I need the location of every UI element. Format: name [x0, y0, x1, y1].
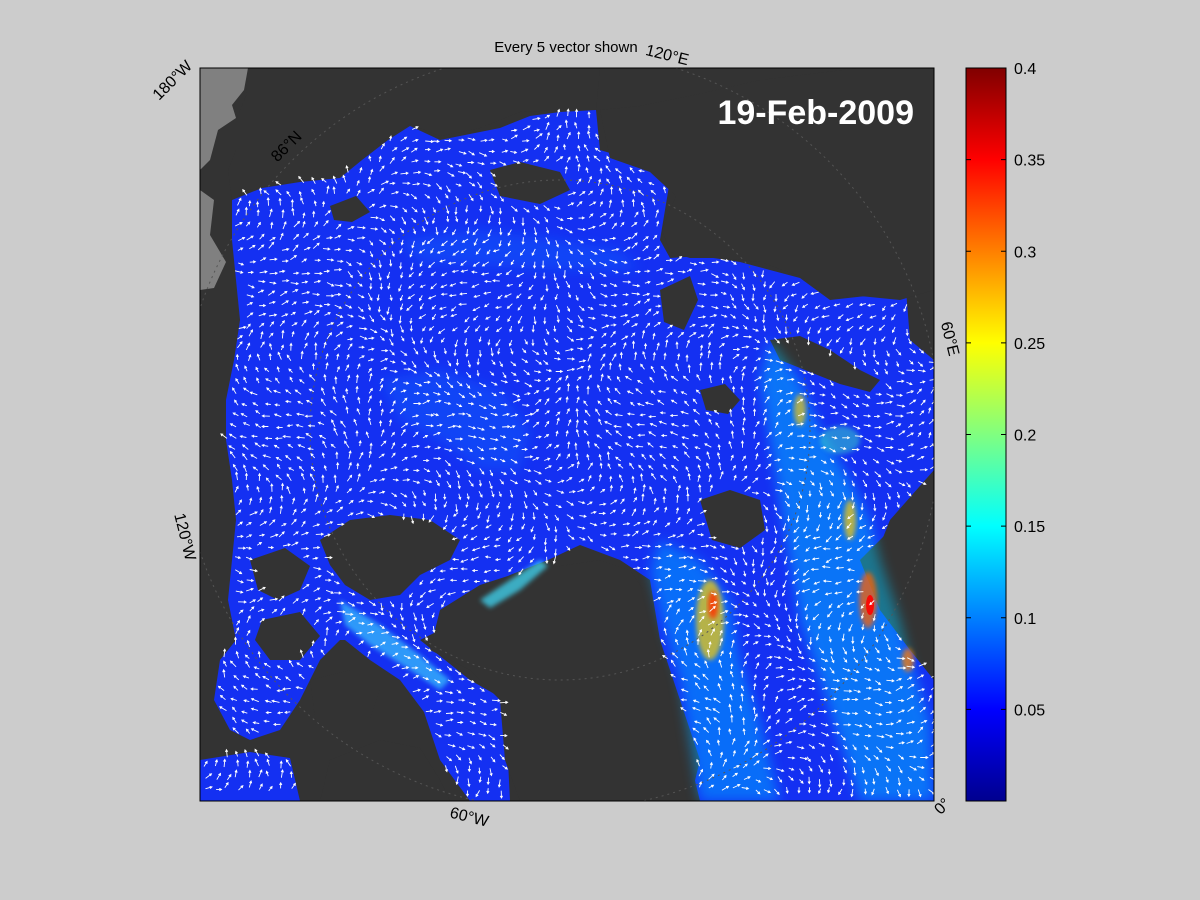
novaya-zemlya	[770, 336, 880, 392]
outside-grid-land	[200, 190, 226, 290]
colorbar-tick-label: 0.35	[1014, 153, 1045, 170]
colorbar-tick-label: 0.1	[1014, 611, 1036, 628]
speed-band	[760, 340, 934, 801]
colorbar-tick-label: 0.2	[1014, 428, 1036, 445]
colorbar-ticks: 0.4 0.35 0.3 0.25 0.2 0.15 0.1 0.05	[966, 61, 1045, 719]
lon-label-60w: 60°W	[448, 805, 491, 831]
vector-arrows	[203, 108, 934, 799]
ellesmere-island	[320, 515, 460, 600]
canadian-archipelago	[310, 670, 380, 740]
graticule	[200, 68, 934, 801]
scandinavia	[870, 470, 934, 680]
svalbard	[700, 490, 765, 548]
new-siberian-islands	[490, 162, 570, 204]
map-frame	[199, 67, 935, 802]
colorbar-tick-label: 0.4	[1014, 61, 1036, 78]
ice-drift-vectors	[203, 108, 934, 799]
outside-grid-land	[200, 68, 248, 170]
colorbar-tick-label: 0.3	[1014, 244, 1036, 261]
sea-ice-arctic-basin	[214, 110, 934, 801]
lon-label-120w: 120°W	[170, 511, 198, 563]
lon-label-120e: 120°E	[644, 42, 691, 69]
colorbar: 0.4 0.35 0.3 0.25 0.2 0.15 0.1 0.05	[965, 61, 1045, 802]
latitude-circle	[309, 179, 811, 681]
siberia-coast	[600, 68, 934, 300]
lon-label-0: 0°	[931, 795, 954, 818]
colorbar-tick-label: 0.05	[1014, 702, 1045, 719]
franz-josef-land	[700, 384, 740, 414]
speed-hotspot	[708, 591, 718, 619]
land-masses	[228, 68, 934, 801]
speed-band	[650, 540, 780, 801]
figure-title: Every 5 vector shown	[494, 39, 637, 56]
speed-band	[340, 600, 450, 690]
canadian-archipelago	[255, 612, 320, 660]
baffin-island	[320, 740, 450, 801]
map-panel	[200, 68, 934, 801]
chukotka-coast	[228, 68, 600, 200]
colorbar-tick-label: 0.25	[1014, 336, 1045, 353]
speed-hotspot	[820, 426, 860, 454]
colorbar-tick-label: 0.15	[1014, 519, 1045, 536]
speed-hotspot	[844, 500, 856, 540]
wrangel-island	[330, 196, 370, 222]
lon-label-60e: 60°E	[937, 320, 962, 358]
speed-band	[480, 560, 548, 608]
speed-band	[380, 370, 530, 470]
severnaya-zemlya	[660, 276, 698, 330]
colorbar-scale	[965, 67, 1007, 802]
greenland	[430, 560, 700, 801]
date-label: 19-Feb-2009	[717, 94, 914, 132]
speed-hotspot	[902, 648, 914, 672]
speed-hotspot	[794, 394, 806, 426]
speed-band	[400, 230, 640, 270]
lon-label-180w: 180°W	[150, 57, 197, 104]
high-speed-bands	[340, 230, 934, 801]
